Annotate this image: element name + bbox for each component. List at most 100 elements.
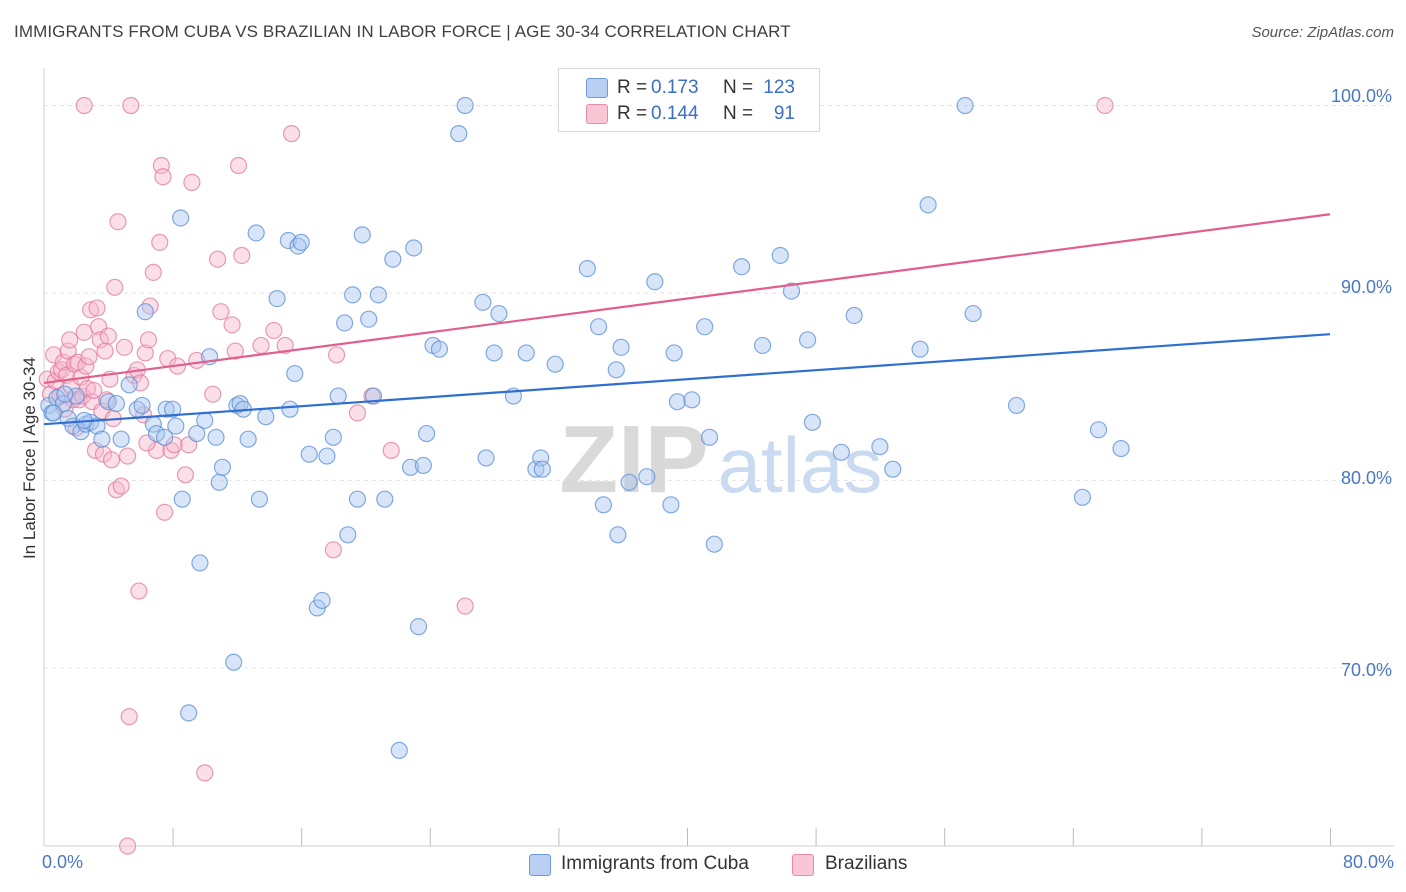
cuba-point: [369, 286, 387, 304]
cuba-point: [456, 96, 474, 115]
cuba-point: [782, 282, 801, 300]
cuba-point: [527, 460, 545, 478]
gridlines: [44, 104, 1390, 669]
brazil-point: [223, 316, 241, 334]
cuba-point: [919, 196, 937, 214]
brazil-point: [196, 764, 214, 782]
cuba-point: [696, 318, 714, 336]
cuba-point: [771, 246, 789, 265]
brazil-point: [229, 156, 248, 175]
y-tick-label: 90.0%: [1340, 277, 1392, 297]
brazil-point: [102, 451, 121, 469]
brazil-point: [212, 303, 230, 321]
brazil-point: [456, 597, 474, 615]
brazil-point: [109, 213, 127, 231]
brazil-point: [276, 336, 294, 355]
trend-lines: [43, 213, 1331, 426]
y-tick-label: 70.0%: [1340, 660, 1392, 680]
brazil-point: [118, 447, 137, 465]
cuba-point: [1112, 439, 1130, 458]
brazil-point: [139, 331, 158, 349]
cuba-point: [414, 456, 432, 475]
brazil-point: [154, 168, 172, 186]
cuba-point: [803, 413, 821, 431]
series-legend: Immigrants from Cuba Brazilians: [0, 851, 1406, 881]
brazil-swatch: [586, 104, 608, 124]
cuba-point: [268, 289, 286, 308]
cuba-point: [845, 306, 863, 325]
brazil-point: [61, 331, 79, 349]
cuba-point: [136, 303, 154, 321]
cuba-point: [173, 490, 191, 508]
r-value: 0.144: [651, 103, 699, 124]
brazil-point: [130, 582, 148, 600]
cuba-point: [911, 340, 929, 358]
chart-source: Source: ZipAtlas.com: [1251, 24, 1394, 41]
data-points: [38, 96, 1130, 855]
x-tick-label: 80.0%: [1342, 852, 1394, 872]
legend-brazil-swatch: [792, 854, 814, 876]
cuba-point: [56, 385, 74, 403]
y-axis-label: In Labor Force | Age 30-34: [20, 357, 39, 559]
cuba-point: [196, 411, 214, 430]
cuba-point: [620, 473, 638, 491]
cuba-point: [609, 526, 627, 544]
r-value: 0.173: [651, 77, 699, 98]
cuba-point: [517, 344, 535, 362]
brazil-point: [282, 125, 301, 143]
cuba-point: [1007, 396, 1026, 415]
cuba-point: [607, 361, 625, 379]
brazil-point: [99, 327, 117, 345]
cuba-point: [490, 304, 508, 323]
cuba-point: [646, 273, 664, 291]
legend-cuba-label: Immigrants from Cuba: [561, 853, 749, 874]
cuba-swatch: [586, 78, 608, 98]
brazil-point: [204, 385, 222, 403]
cuba-point: [662, 496, 680, 514]
brazil-point: [118, 837, 137, 855]
cuba-point: [409, 618, 428, 636]
chart-title: IMMIGRANTS FROM CUBA VS BRAZILIAN IN LAB…: [14, 22, 791, 41]
cuba-point: [225, 653, 243, 671]
r-label: R =: [617, 103, 648, 124]
cuba-point: [339, 526, 357, 544]
brazil-point: [120, 708, 138, 726]
brazil-point: [106, 278, 124, 296]
cuba-point: [733, 258, 751, 276]
brazil-point: [122, 96, 140, 115]
r-label: R =: [617, 77, 648, 98]
cuba-point: [384, 250, 402, 268]
cuba-point: [578, 259, 596, 278]
cuba-point: [329, 387, 347, 405]
brazil-point: [115, 338, 133, 356]
cuba-point: [107, 394, 125, 413]
n-label: N =: [723, 77, 754, 98]
cuba-point: [180, 704, 198, 722]
cuba-point: [292, 233, 310, 251]
brazil-point: [136, 344, 154, 362]
cuba-point: [832, 443, 850, 461]
stats-legend: R = 0.173 N = 123 R = 0.144 N = 91: [558, 68, 820, 132]
cuba-point: [207, 428, 225, 446]
brazil-point: [155, 503, 174, 521]
cuba-point: [753, 336, 772, 355]
cuba-point: [450, 125, 468, 143]
brazil-point: [226, 342, 244, 360]
cuba-point: [164, 400, 182, 418]
x-tick-label: 0.0%: [42, 852, 84, 872]
cuba-point: [485, 344, 503, 362]
cuba-point: [638, 468, 656, 486]
cuba-trend-line: [43, 333, 1331, 426]
cuba-point: [665, 344, 683, 362]
cuba-point: [612, 338, 630, 356]
y-tick-label: 80.0%: [1340, 468, 1392, 488]
axes: [43, 68, 1394, 847]
cuba-point: [250, 490, 269, 508]
cuba-point: [191, 554, 209, 572]
cuba-point: [594, 496, 613, 514]
brazil-point: [91, 331, 109, 349]
cuba-point: [533, 460, 551, 478]
watermark-zip: ZIP: [559, 406, 708, 513]
cuba-point: [210, 473, 228, 491]
